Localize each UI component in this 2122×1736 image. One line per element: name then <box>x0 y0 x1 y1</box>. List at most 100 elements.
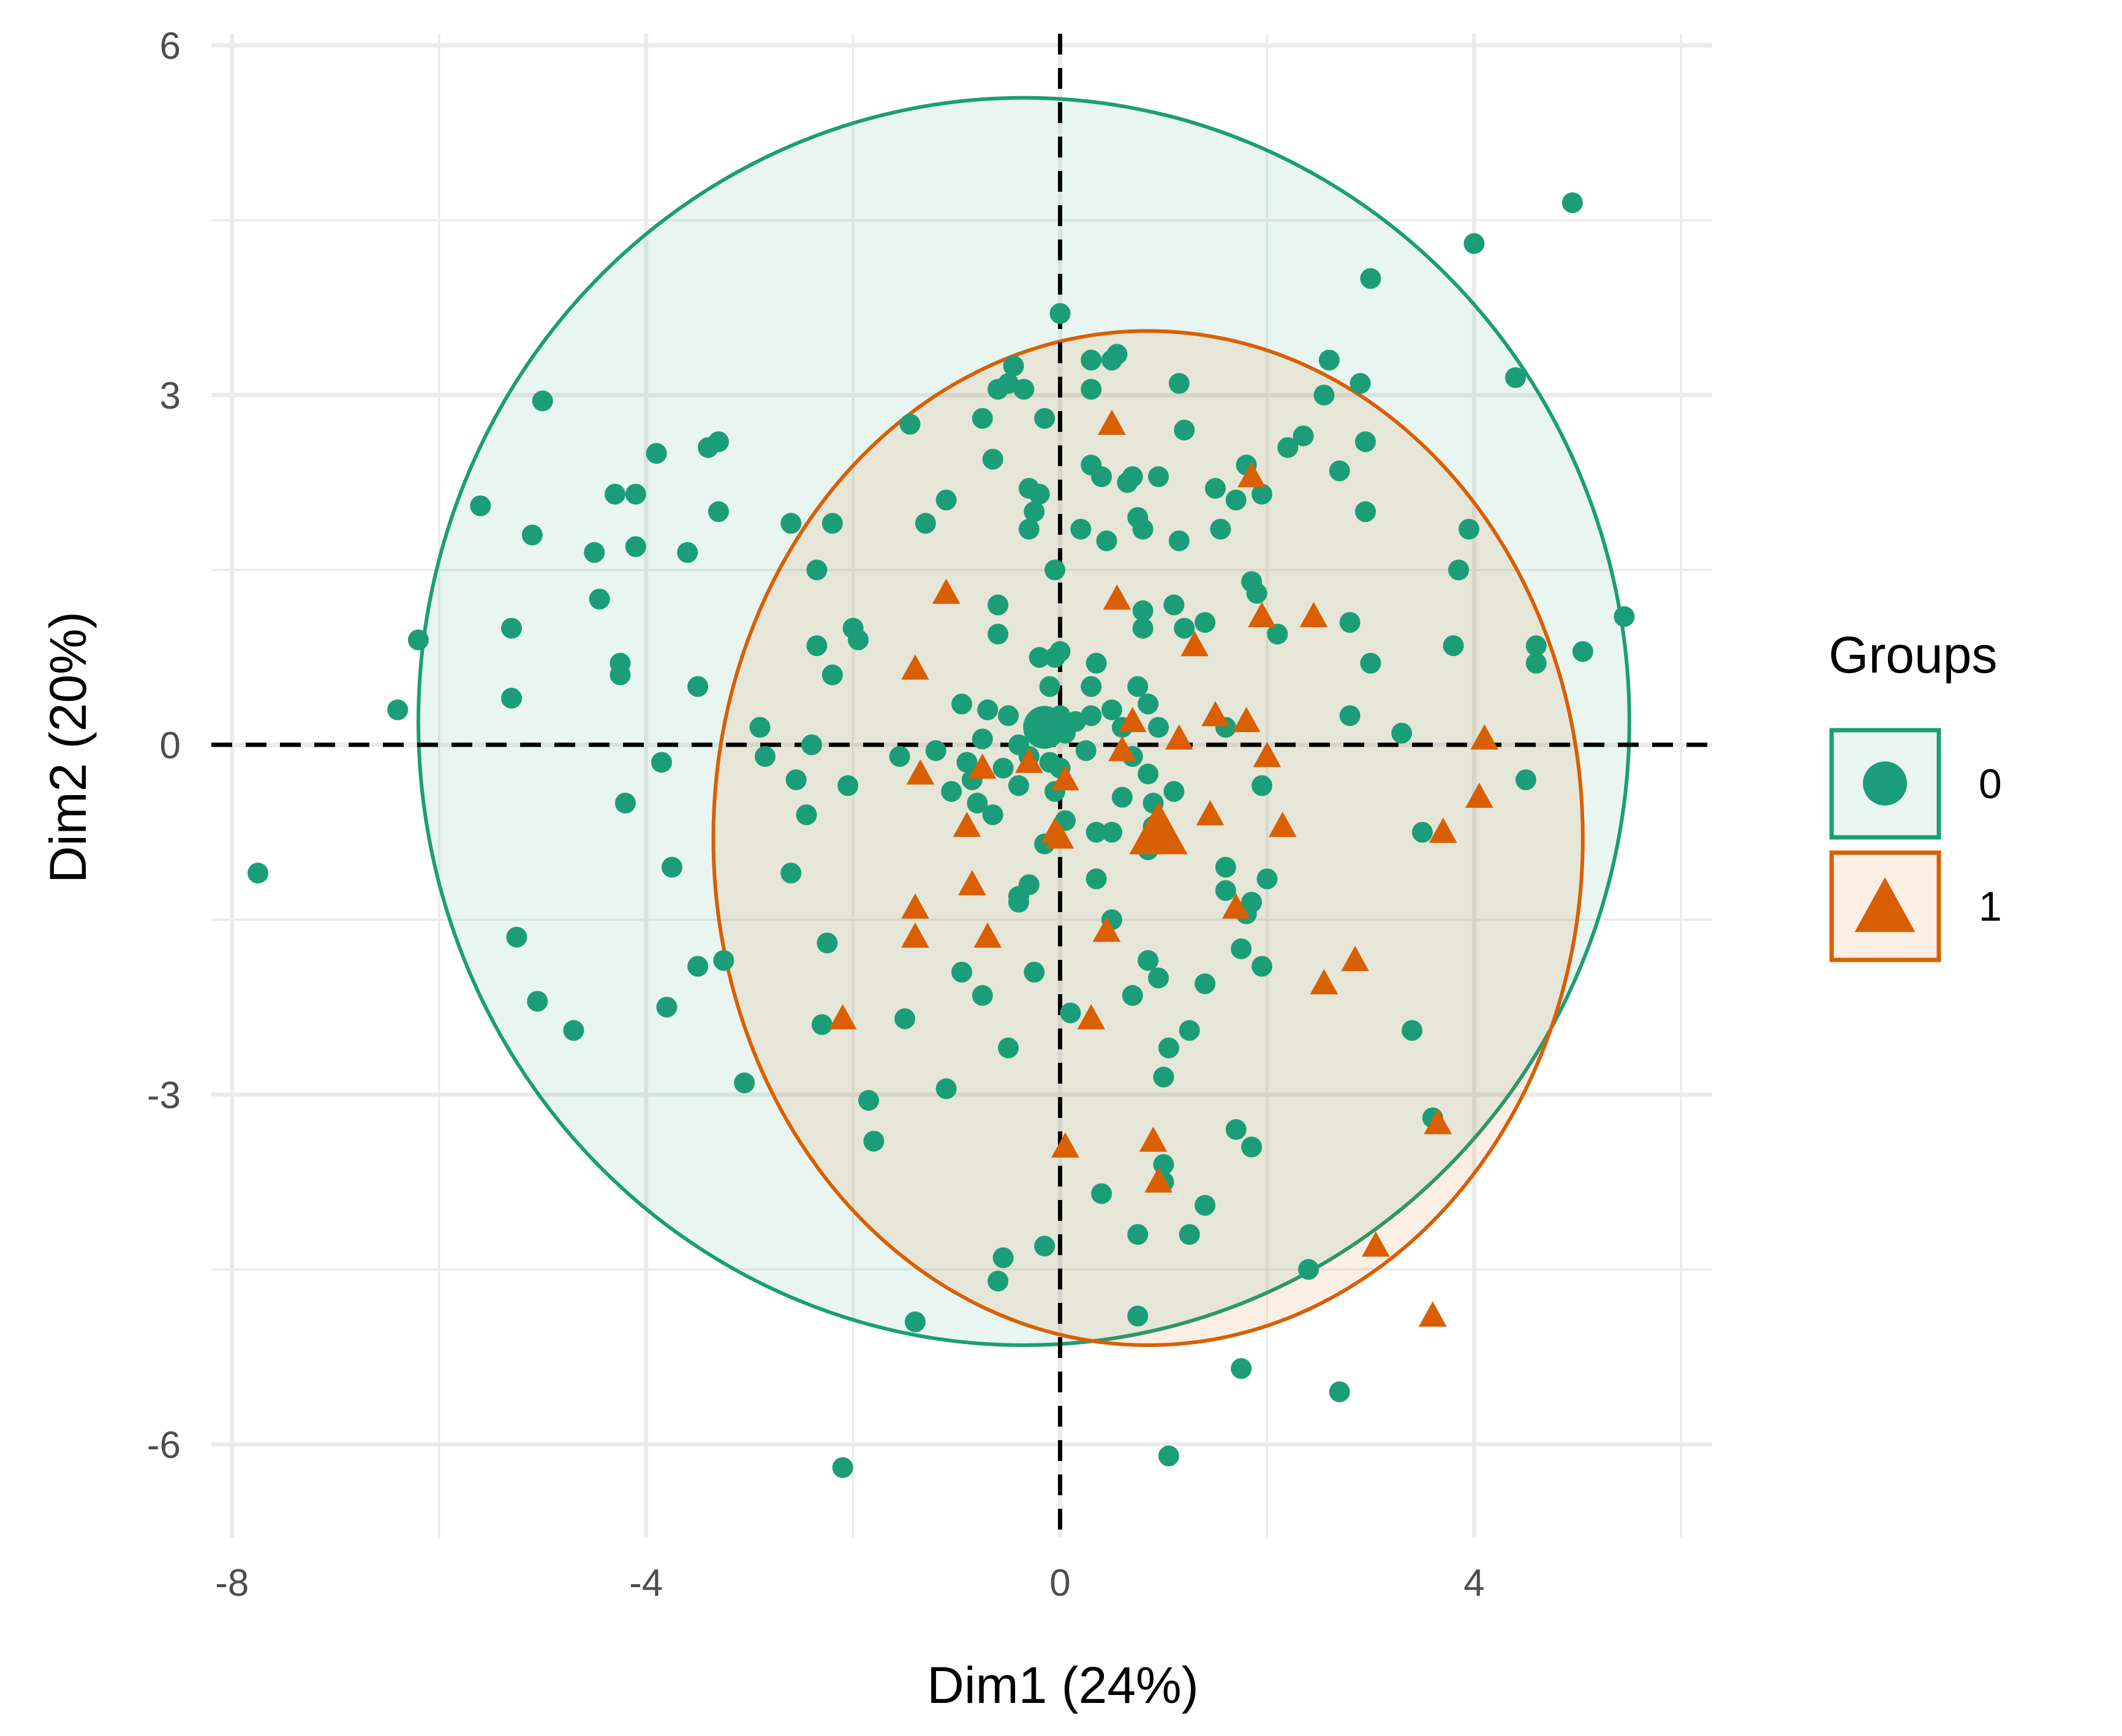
point-group-0 <box>998 705 1019 726</box>
point-group-1 <box>1051 764 1079 791</box>
point-group-0 <box>1018 518 1040 540</box>
point-group-0 <box>677 542 698 563</box>
y-tick-label: -3 <box>147 1074 181 1117</box>
point-group-1 <box>973 922 1002 948</box>
point-group-0 <box>780 862 802 884</box>
point-group-0 <box>1018 874 1040 896</box>
point-group-0 <box>956 752 978 773</box>
x-axis-ticks: -8 -4 0 4 <box>215 1562 1484 1604</box>
point-group-0 <box>1008 891 1029 913</box>
point-group-0 <box>1204 478 1226 499</box>
point-group-0 <box>1277 437 1299 458</box>
point-group-0 <box>780 513 802 534</box>
y-tick-label: 3 <box>160 375 181 417</box>
point-group-1 <box>1424 1109 1452 1134</box>
point-group-0 <box>1318 349 1340 371</box>
point-group-1 <box>953 812 981 837</box>
point-group-0 <box>1163 781 1185 802</box>
point-group-0 <box>1360 268 1381 289</box>
y-tick-label: -6 <box>147 1424 181 1466</box>
point-group-0 <box>935 489 957 511</box>
point-group-0 <box>407 629 429 651</box>
point-group-0 <box>1195 612 1216 633</box>
point-group-0 <box>1132 617 1154 639</box>
data-points <box>247 192 1635 1478</box>
point-group-1 <box>1144 1167 1172 1193</box>
confidence-ellipses <box>416 96 1631 1347</box>
point-group-0 <box>1614 606 1635 627</box>
point-group-0 <box>625 483 646 505</box>
point-group-0 <box>951 693 972 715</box>
point-group-0 <box>656 997 678 1018</box>
point-group-0 <box>1148 967 1169 989</box>
point-group-0 <box>1158 1445 1179 1466</box>
point-group-0 <box>1572 641 1593 662</box>
point-group-1 <box>1253 741 1282 768</box>
legend-label-group-0: 0 <box>1979 761 2002 807</box>
point-group-0 <box>1101 699 1122 720</box>
point-group-0 <box>1086 652 1107 674</box>
y-axis-ticks: -6 -3 0 3 6 <box>147 25 181 1466</box>
point-group-0 <box>1354 501 1376 523</box>
point-group-1 <box>1221 893 1250 919</box>
point-group-0 <box>1241 891 1263 913</box>
point-group-1 <box>1098 409 1126 435</box>
point-group-0 <box>863 1130 885 1152</box>
point-group-0 <box>687 676 709 697</box>
point-group-1 <box>1418 1301 1447 1327</box>
point-group-0 <box>1086 821 1107 843</box>
point-group-1 <box>1165 724 1193 750</box>
point-group-0 <box>614 793 636 814</box>
point-group-0 <box>708 501 729 523</box>
point-group-0 <box>1252 956 1272 977</box>
point-group-0 <box>1008 775 1029 796</box>
point-group-0 <box>713 949 734 971</box>
point-group-0 <box>817 932 838 954</box>
point-group-0 <box>1360 652 1381 674</box>
point-group-0 <box>1049 641 1071 662</box>
point-group-0 <box>1034 408 1055 429</box>
point-group-0 <box>1174 420 1195 441</box>
legend-title: Groups <box>1829 626 1997 684</box>
point-group-0 <box>811 1014 833 1035</box>
point-group-0 <box>972 408 993 429</box>
plot-area <box>211 34 1712 1538</box>
point-group-1 <box>958 870 986 896</box>
point-group-1 <box>1051 1132 1079 1158</box>
point-group-0 <box>1329 1381 1350 1403</box>
point-group-0 <box>1091 466 1112 488</box>
x-axis-title: Dim1 (24%) <box>927 1656 1198 1714</box>
point-group-0 <box>1081 676 1102 697</box>
legend-triangle-marker <box>1854 877 1916 932</box>
point-group-0 <box>1195 973 1216 995</box>
point-group-0 <box>1127 676 1149 697</box>
point-group-0 <box>501 687 522 709</box>
point-group-1 <box>1092 916 1121 942</box>
point-group-0 <box>1231 938 1252 959</box>
point-group-0 <box>1241 1136 1263 1158</box>
point-group-1 <box>1268 812 1297 837</box>
point-group-0 <box>651 752 672 773</box>
legend-items: 01 <box>1829 728 2002 962</box>
point-group-0 <box>832 1457 853 1478</box>
point-group-0 <box>754 745 776 767</box>
point-group-0 <box>982 804 1003 826</box>
point-group-1 <box>906 759 935 785</box>
point-group-1 <box>1470 724 1499 750</box>
point-group-0 <box>972 728 993 750</box>
point-group-0 <box>1039 676 1060 697</box>
point-group-1 <box>901 922 929 948</box>
point-group-0 <box>734 1072 755 1093</box>
point-group-1 <box>1118 706 1147 733</box>
point-group-0 <box>1163 594 1185 616</box>
point-group-0 <box>610 664 631 685</box>
legend: Groups 01 <box>1829 626 2002 962</box>
reference-lines <box>211 34 1712 1538</box>
point-group-1 <box>932 578 961 604</box>
point-group-0 <box>1086 868 1107 889</box>
point-group-0 <box>646 443 667 464</box>
point-group-0 <box>821 513 843 534</box>
y-tick-label: 6 <box>160 25 181 67</box>
point-group-1 <box>1310 969 1339 995</box>
